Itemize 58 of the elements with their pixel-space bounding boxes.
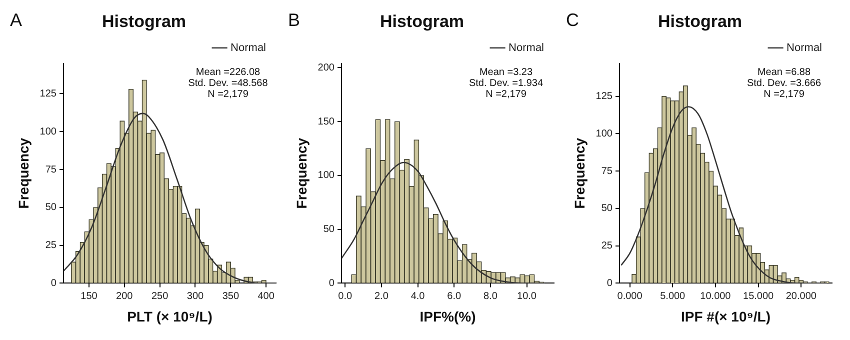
text: C (566, 10, 579, 30)
x-tick-label: 150 (80, 290, 98, 302)
annotation: Mean =226.08 (196, 67, 261, 78)
annotation: Std. Dev. =3.666 (746, 78, 822, 90)
y-tick-label: 0 (606, 278, 613, 289)
chart-title: Histogram (380, 12, 464, 31)
annotation: Mean =3.23 (479, 67, 533, 78)
x-axis-title: IPF #(× 10⁹/L) (680, 308, 770, 324)
y-tick-label: 100 (596, 128, 613, 140)
x-tick-label: 15.000 (743, 290, 774, 302)
x-tick-label: 10.000 (700, 290, 732, 302)
y-tick-label: 25 (45, 240, 57, 252)
x-tick-label: 400 (258, 290, 275, 302)
x-tick-label: 350 (222, 290, 240, 302)
x-tick-label: 6.0 (447, 290, 462, 302)
x-tick-label: 5.000 (660, 290, 686, 302)
y-axis-title: Frequency (571, 138, 588, 209)
annotation: Std. Dev. =1.934 (468, 78, 544, 90)
text: B (288, 10, 300, 30)
text: A (10, 10, 22, 30)
annotation: N =2,179 (486, 89, 527, 100)
legend-label: Normal (508, 42, 544, 54)
x-tick-label: 4.0 (410, 290, 426, 302)
y-tick-label: 50 (45, 202, 57, 214)
x-tick-label: 8.0 (483, 290, 498, 302)
x-tick-label: 200 (116, 290, 134, 302)
annotation: N =2,179 (764, 89, 805, 100)
x-axis-title: IPF%(%) (420, 308, 476, 324)
y-tick-label: 50 (323, 224, 335, 236)
y-tick-label: 0 (50, 278, 57, 289)
x-axis-title: PLT (× 10⁹/L) (127, 308, 212, 324)
x-tick-label: 0.000 (617, 290, 643, 302)
y-axis-title: Frequency (15, 138, 32, 209)
legend-label: Normal (786, 42, 822, 54)
x-tick-label: 10.0 (517, 290, 537, 302)
y-tick-label: 25 (601, 240, 613, 252)
x-tick-label: 2.0 (374, 290, 389, 302)
legend-label: Normal (230, 42, 266, 54)
y-tick-label: 200 (318, 62, 335, 74)
y-axis-title: Frequency (293, 138, 310, 209)
annotation: N =2,179 (208, 89, 249, 100)
y-tick-label: 0 (328, 278, 335, 289)
y-tick-label: 100 (40, 126, 57, 138)
x-tick-label: 0.0 (338, 290, 353, 302)
y-tick-label: 75 (601, 166, 613, 177)
y-tick-label: 100 (318, 170, 335, 182)
y-tick-label: 150 (318, 116, 335, 128)
annotation: Std. Dev. =48.568 (188, 78, 268, 90)
chart-title: Histogram (658, 12, 742, 31)
y-tick-label: 125 (596, 91, 613, 102)
x-tick-label: 250 (151, 290, 169, 302)
y-tick-label: 125 (40, 88, 57, 100)
x-tick-label: 20.000 (786, 290, 817, 302)
y-tick-label: 75 (45, 164, 57, 176)
annotation: Mean =6.88 (757, 67, 811, 78)
y-tick-label: 50 (601, 203, 613, 214)
x-tick-label: 300 (186, 290, 204, 302)
chart-title: Histogram (102, 12, 186, 31)
